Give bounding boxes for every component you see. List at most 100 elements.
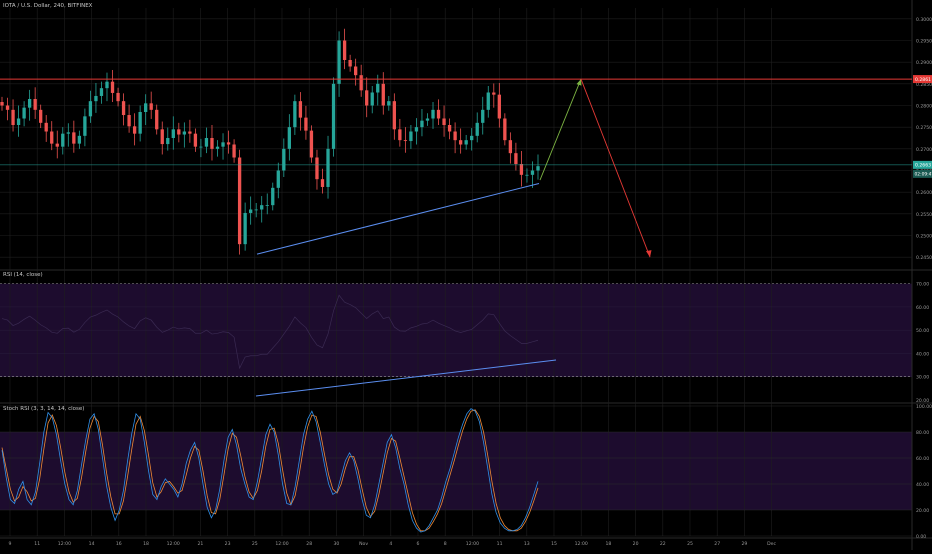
- time-tick-label: 11: [34, 541, 40, 547]
- rsi-tick-label: 60.00: [916, 305, 929, 311]
- time-tick-label: 15: [551, 541, 557, 547]
- candle: [39, 110, 42, 123]
- stoch-rsi-title: Stoch RSI (3, 3, 14, 14, close): [3, 406, 84, 412]
- time-tick-label: 29: [741, 541, 747, 547]
- candle: [155, 110, 158, 130]
- candle: [232, 145, 235, 158]
- candle: [100, 88, 103, 96]
- candle: [442, 119, 445, 126]
- candle: [382, 84, 385, 106]
- candle: [260, 205, 263, 209]
- candle: [194, 134, 197, 147]
- time-tick-label: 23: [225, 541, 231, 547]
- candle: [387, 101, 390, 105]
- candle: [0, 102, 3, 105]
- candle: [404, 140, 407, 141]
- candle: [122, 101, 125, 115]
- price-tick-label: 0.2550: [916, 212, 932, 218]
- time-tick-label: 8: [444, 541, 447, 547]
- candle: [315, 158, 318, 180]
- time-tick-label: Dec: [767, 541, 776, 547]
- time-tick-label: 12:00: [275, 541, 288, 547]
- candle: [536, 166, 539, 170]
- candle: [420, 121, 423, 128]
- rsi-tick-label: 40.00: [916, 351, 929, 357]
- candle: [138, 112, 141, 134]
- candle: [249, 210, 252, 213]
- candle: [398, 129, 401, 140]
- time-tick-label: 9: [9, 541, 12, 547]
- candle: [205, 138, 208, 147]
- countdown-label: 02:09:47: [915, 172, 932, 178]
- price-tick-label: 0.2800: [916, 104, 932, 110]
- candle: [453, 132, 456, 141]
- stoch-band: [0, 432, 912, 510]
- time-tick-label: 25: [252, 541, 258, 547]
- time-tick-label: 30: [333, 541, 339, 547]
- candle: [94, 96, 97, 101]
- time-tick-label: 11: [497, 541, 503, 547]
- stoch-tick-label: 80.00: [916, 430, 929, 436]
- time-tick-label: 20: [633, 541, 639, 547]
- candle: [6, 106, 9, 110]
- price-tick-label: 0.2950: [916, 39, 932, 45]
- time-tick-label: 12:00: [58, 541, 71, 547]
- candle: [188, 132, 191, 134]
- time-tick-label: 13: [524, 541, 530, 547]
- candle: [133, 126, 136, 133]
- candle: [337, 41, 340, 84]
- candle: [503, 119, 506, 141]
- time-tick-label: 18: [605, 541, 611, 547]
- candle: [61, 134, 64, 147]
- candle: [514, 153, 517, 164]
- candle: [426, 119, 429, 121]
- candle: [343, 41, 346, 61]
- time-tick-label: 6: [417, 541, 420, 547]
- candle: [67, 132, 70, 133]
- candle: [56, 144, 59, 147]
- candle: [227, 142, 230, 144]
- support-trendline: [257, 184, 539, 255]
- price-tick-label: 0.2750: [916, 125, 932, 131]
- candle: [11, 110, 14, 125]
- candle: [304, 118, 307, 131]
- projection-down-arrowhead: [646, 250, 652, 257]
- candle: [183, 132, 186, 135]
- time-tick-label: 12:00: [466, 541, 479, 547]
- candle: [50, 132, 53, 144]
- candle: [127, 115, 130, 126]
- candlestick-series: [0, 29, 539, 255]
- rsi-tick-label: 50.00: [916, 328, 929, 334]
- time-tick-label: 12:00: [575, 541, 588, 547]
- candle: [498, 95, 501, 119]
- candle: [437, 110, 440, 119]
- time-tick-label: 14: [89, 541, 95, 547]
- candle: [166, 138, 169, 144]
- candle: [354, 67, 357, 76]
- symbol-title: IOTA / U.S. Dollar, 240, BITFINEX: [3, 3, 92, 9]
- candle: [271, 188, 274, 205]
- candle: [28, 99, 31, 108]
- candle: [89, 101, 92, 116]
- candle: [78, 136, 81, 144]
- candle: [348, 60, 351, 67]
- price-tick-label: 0.2700: [916, 147, 932, 153]
- candle: [365, 90, 368, 105]
- candle: [238, 158, 241, 245]
- candle: [161, 129, 164, 144]
- time-tick-label: 22: [660, 541, 666, 547]
- candle: [332, 84, 335, 149]
- candle: [393, 101, 396, 129]
- current-price-label: 0.2663: [915, 163, 931, 169]
- candle: [199, 147, 202, 148]
- candle: [105, 82, 108, 89]
- candle: [360, 75, 363, 90]
- stoch-tick-label: 40.00: [916, 482, 929, 488]
- candle: [409, 132, 412, 142]
- candle: [520, 164, 523, 175]
- candle: [221, 142, 224, 146]
- candle: [525, 175, 528, 176]
- candle: [22, 108, 25, 119]
